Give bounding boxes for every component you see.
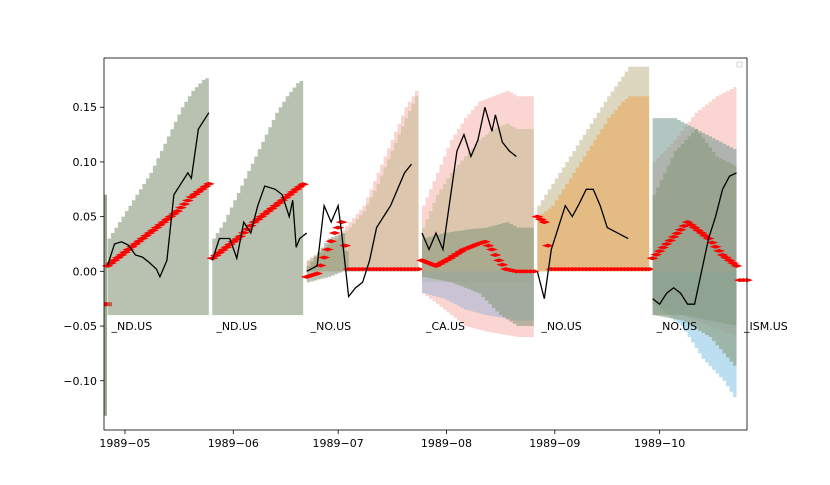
forecast-marker — [527, 269, 540, 274]
forecast-marker — [646, 256, 659, 261]
band-band_green — [212, 78, 304, 316]
forecast-marker — [234, 234, 247, 239]
segment-6 — [734, 278, 753, 283]
y-tick-label: 0.10 — [73, 156, 98, 169]
actual-line — [306, 163, 413, 299]
forecast-marker — [171, 209, 184, 214]
forecast-marker — [325, 239, 338, 244]
forecast-marker — [237, 230, 250, 235]
forecast-marker — [241, 227, 254, 232]
y-axis: −0.10 −0.05 0.00 0.05 0.10 0.15 — [63, 101, 104, 388]
x-axis: 1989−05 1989−06 1989−07 1989−08 1989−09 1989−… — [99, 430, 685, 450]
forecast-marker — [485, 247, 498, 252]
band-band_tan — [306, 96, 419, 272]
segment-label: _NO.US — [656, 320, 697, 333]
segment-label: _ND.US — [110, 320, 152, 333]
forecast-marker — [674, 227, 687, 232]
segment-1 — [206, 78, 310, 316]
y-tick-label: 0.00 — [73, 265, 98, 278]
segment-0 — [101, 76, 215, 316]
segment-label: _CA.US — [425, 320, 465, 333]
forecast-marker — [332, 225, 345, 230]
forecast-marker — [174, 205, 187, 210]
forecast-marker — [667, 234, 680, 239]
forecast-marker — [478, 239, 491, 244]
forecast-marker — [538, 220, 551, 225]
segment-label: _ISM.US — [743, 320, 788, 333]
segment-label: _NO.US — [310, 320, 351, 333]
segment-2 — [300, 90, 425, 299]
forecast-marker — [671, 231, 684, 236]
forecast-marker — [482, 243, 495, 248]
forecast-marker — [709, 244, 722, 249]
plot-area — [101, 66, 753, 416]
forecast-marker — [181, 198, 194, 203]
band-band_green — [652, 129, 737, 370]
forecast-marker — [244, 223, 257, 228]
x-tick-label: 1989−10 — [634, 437, 685, 450]
band-band_green — [422, 222, 534, 327]
actual-line — [652, 172, 737, 306]
forecast-marker — [730, 263, 743, 268]
forecast-marker — [650, 252, 663, 257]
forecast-marker — [297, 182, 310, 187]
y-tick-label: 0.15 — [73, 101, 98, 114]
forecast-marker — [713, 248, 726, 253]
x-tick-label: 1989−09 — [529, 437, 580, 450]
forecast-marker — [321, 247, 334, 252]
actual-line — [421, 107, 517, 252]
actual-line — [106, 112, 210, 279]
segment-5 — [646, 85, 743, 403]
forecast-marker — [178, 202, 191, 207]
band-band_green — [107, 76, 209, 316]
forecast-marker — [412, 267, 425, 272]
forecast-marker — [335, 220, 348, 225]
forecast-marker — [643, 267, 656, 272]
forecast-marker — [657, 245, 670, 250]
y-tick-label: −0.10 — [63, 375, 97, 388]
actual-line — [211, 185, 308, 261]
forecast-marker — [339, 243, 352, 248]
forecast-marker — [496, 262, 509, 267]
forecast-marker — [318, 255, 331, 260]
forecast-marker — [653, 249, 666, 254]
forecast-marker — [328, 231, 341, 236]
forecast-marker — [311, 271, 324, 276]
x-tick-label: 1989−06 — [208, 437, 259, 450]
x-tick-label: 1989−08 — [421, 437, 472, 450]
plot-frame — [103, 57, 748, 431]
y-tick-label: 0.05 — [73, 211, 98, 224]
forecast-marker — [447, 254, 460, 259]
x-tick-label: 1989−07 — [313, 437, 364, 450]
forecast-marker — [202, 181, 215, 186]
forecast-marker — [706, 240, 719, 245]
x-tick-label: 1989−05 — [99, 437, 150, 450]
forecast-marker — [660, 242, 673, 246]
forecast-marker — [541, 243, 554, 248]
forecast-marker — [492, 258, 505, 263]
segment-label: _ND.US — [215, 320, 257, 333]
actual-line — [536, 188, 629, 299]
segment-labels: _ND.US _ND.US _NO.US _CA.US _NO.US _NO.US _ISM… — [110, 320, 787, 333]
band-band_orange — [537, 96, 650, 272]
y-tick-label: −0.05 — [63, 320, 97, 333]
segment-label: _NO.US — [540, 320, 581, 333]
segment-3 — [416, 90, 540, 337]
forecast-marker — [664, 238, 677, 243]
segment-4 — [531, 66, 656, 299]
legend-box — [736, 61, 743, 68]
forecast-marker — [489, 252, 502, 257]
